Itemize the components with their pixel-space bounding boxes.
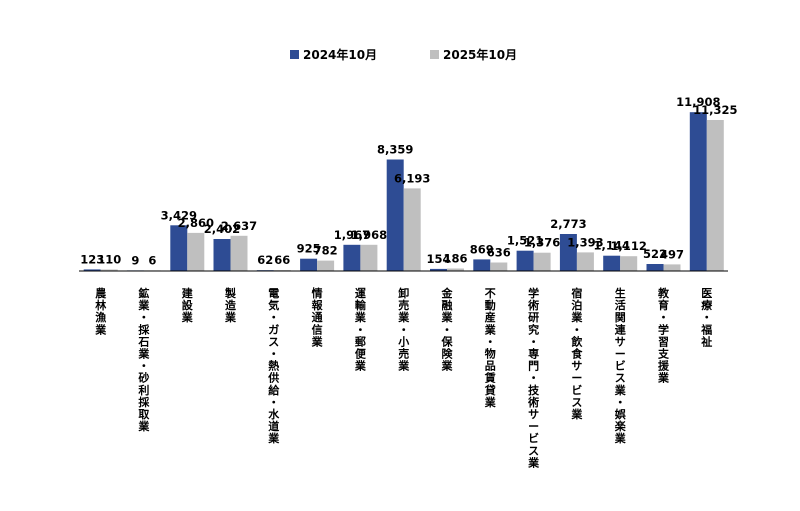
bar-2024-0 [83,269,101,271]
bar-2025-11 [576,252,594,271]
category-label-12: 生活関連サービス業・娯楽業 [614,286,627,445]
value-label-2024-5: 925 [297,242,321,256]
category-label-3: 製造業 [224,286,237,324]
value-label-2025-8: 186 [443,252,467,266]
bar-2024-6 [343,244,361,271]
category-label-2: 建設業 [181,286,194,324]
value-label-2024-9: 869 [470,242,494,256]
category-label-7: 卸売業・小売業 [397,286,410,373]
value-label-2025-5: 782 [314,244,338,258]
category-label-14: 医療・福祉 [700,287,713,348]
bar-2025-14 [706,120,724,271]
bars [83,112,724,271]
value-label-2025-10: 1,376 [524,236,560,250]
legend: 2024年10月 2025年10月 [290,47,517,62]
value-label-2025-11: 1,393 [567,235,603,249]
category-label-4: 電気・ガス・熱供給・水道業 [267,287,280,445]
value-label-2024-12: 1,144 [594,239,630,253]
bar-2024-13 [646,264,664,271]
value-label-2025-13: 497 [660,247,684,261]
category-label-13: 教育・学習支援業 [657,286,670,385]
value-label-2024-4: 62 [257,253,273,267]
value-label-2024-2: 3,429 [161,208,197,222]
value-label-2025-4: 66 [274,253,290,267]
category-labels: 農林漁業 鉱業・採石業・砂利採取業 建設業 製造業 電気・ガス・熱供給・水道業 情報通信業… [94,286,713,469]
value-label-2024-6: 1,967 [334,228,370,242]
category-label-9: 不動産業・物品賃貸業 [484,287,497,409]
bar-2024-5 [300,258,318,271]
value-label-2025-12: 1,112 [611,239,647,253]
bar-2024-12 [603,255,621,271]
value-label-2024-8: 154 [426,252,450,266]
bar-2024-2 [170,225,188,271]
value-label-2024-0: 123 [80,252,104,266]
legend-swatch-2024 [290,50,299,59]
legend-swatch-2025 [430,50,439,59]
value-label-2024-14: 11,908 [676,95,720,109]
category-label-10: 学術研究・専門・技術サービス業 [527,286,540,469]
value-label-2025-1: 6 [148,253,156,267]
category-label-6: 運輸業・郵便業 [354,287,367,373]
category-label-1: 鉱業・採石業・砂利採取業 [137,286,150,433]
category-label-11: 宿泊業・飲食サービス業 [570,286,583,421]
bar-2025-10 [533,252,551,271]
bar-2024-11 [559,234,577,271]
value-label-2025-9: 636 [487,246,511,260]
value-label-2024-1: 9 [131,253,139,267]
legend-label-2024: 2024年10月 [303,47,377,62]
bar-2025-9 [490,262,508,271]
bar-2025-3 [230,235,248,271]
bar-2025-8 [447,268,464,271]
value-label-2024-11: 2,773 [550,217,586,231]
legend-label-2025: 2025年10月 [443,47,517,62]
category-label-5: 情報通信業 [311,286,324,348]
bar-2025-13 [663,264,681,271]
value-label-2024-3: 2,402 [204,222,240,236]
bar-2025-7 [403,188,421,271]
value-label-2024-10: 1,521 [507,234,543,248]
value-label-2025-0: 110 [97,253,121,267]
value-label-2024-13: 522 [643,247,667,261]
category-label-8: 金融業・保険業 [441,286,454,373]
bar-2025-12 [620,256,638,271]
bar-2025-2 [187,232,205,271]
value-label-2024-7: 8,359 [377,143,413,157]
bar-2024-3 [213,239,231,271]
bar-2025-0 [100,269,118,271]
bar-2024-8 [430,268,447,271]
bar-2024-14 [689,112,707,271]
bar-2025-6 [360,244,378,271]
value-label-2025-3: 2,637 [221,219,257,233]
category-label-0: 農林漁業 [94,286,107,336]
bar-2024-7 [386,159,404,271]
value-label-2025-14: 11,325 [693,103,737,117]
bar-2024-9 [473,259,491,271]
value-label-2025-6: 1,968 [351,228,387,242]
bar-2025-5 [317,260,335,271]
bar-2024-10 [516,250,534,271]
value-label-2025-7: 6,193 [394,171,430,185]
value-label-2025-2: 2,860 [178,216,214,230]
